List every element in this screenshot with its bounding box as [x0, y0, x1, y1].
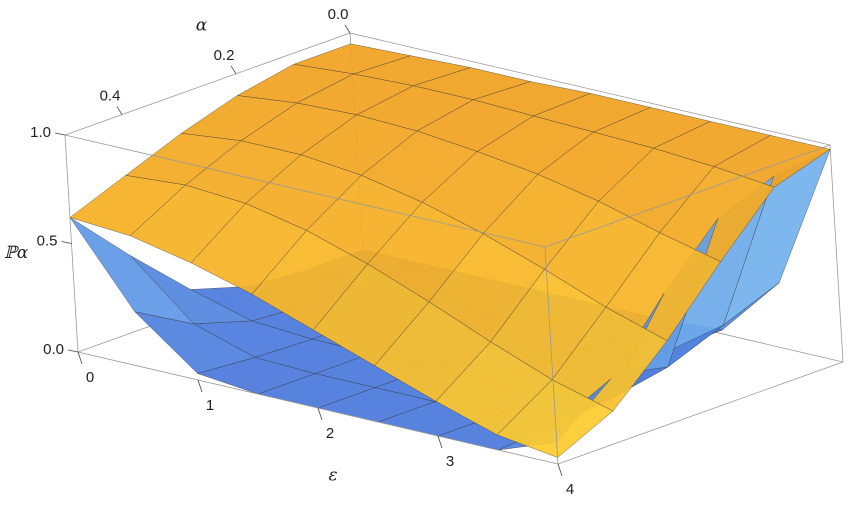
box-edge — [544, 144, 831, 248]
surface-patch — [69, 175, 186, 237]
z-tick — [54, 132, 66, 136]
z-tick-label: 1.0 — [30, 124, 51, 141]
x-tick — [317, 407, 323, 421]
z-tick-label: 0.5 — [37, 232, 58, 249]
y-tick — [230, 65, 237, 75]
y-tick-label: 0.0 — [328, 6, 349, 23]
surface-patch — [69, 217, 195, 325]
x-tick — [197, 379, 203, 393]
x-tick — [77, 351, 83, 365]
z-tick — [61, 241, 72, 244]
y-tick-label: 0.2 — [214, 47, 235, 64]
box-edge — [829, 144, 844, 363]
y-tick — [344, 24, 351, 34]
box-edge — [349, 32, 831, 146]
y-axis-label: α — [196, 16, 208, 36]
box-edge — [64, 134, 546, 248]
x-tick-label: 4 — [566, 481, 574, 498]
y-tick-label: 0.4 — [100, 88, 121, 105]
z-axis-label: ℙα — [4, 243, 29, 263]
x-tick-label: 1 — [206, 397, 214, 414]
z-tick — [67, 349, 79, 353]
x-tick-label: 3 — [446, 453, 454, 470]
x-tick-label: 2 — [326, 425, 334, 442]
x-tick-label: 0 — [86, 369, 94, 386]
x-tick — [437, 435, 443, 449]
box-edge — [557, 361, 844, 465]
y-tick — [116, 106, 123, 115]
x-tick — [557, 463, 563, 477]
x-axis-label: ε — [328, 466, 337, 486]
box-edge — [64, 32, 351, 136]
z-tick-label: 0.0 — [43, 341, 64, 358]
box-edge — [544, 246, 559, 465]
